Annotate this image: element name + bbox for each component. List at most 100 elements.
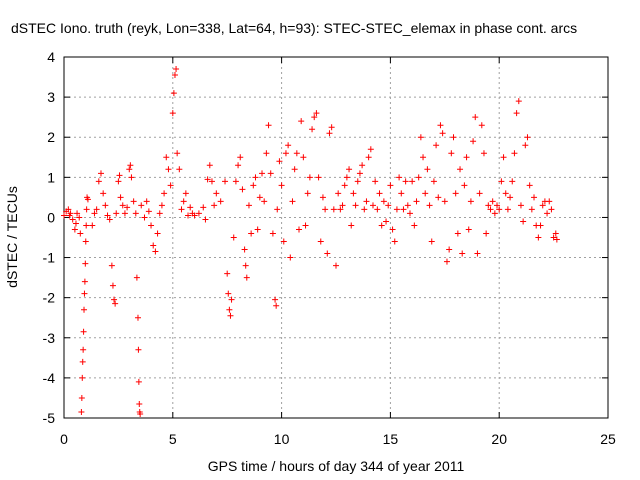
data-point bbox=[524, 134, 531, 141]
data-point bbox=[89, 222, 96, 229]
data-point bbox=[83, 222, 90, 229]
data-point bbox=[278, 182, 285, 189]
data-point bbox=[126, 166, 133, 173]
y-axis-label: dSTEC / TECUs bbox=[4, 186, 20, 288]
data-point bbox=[263, 150, 270, 157]
data-point bbox=[119, 202, 126, 209]
data-point bbox=[343, 174, 350, 181]
data-point bbox=[182, 190, 189, 197]
x-tick-label: 0 bbox=[60, 431, 68, 447]
data-point bbox=[378, 222, 385, 229]
data-point bbox=[252, 174, 259, 181]
data-point bbox=[409, 178, 416, 185]
grid bbox=[64, 57, 608, 418]
data-point bbox=[124, 204, 131, 211]
y-tick-label: 3 bbox=[47, 89, 55, 105]
y-tick-label: 1 bbox=[47, 169, 55, 185]
data-point bbox=[135, 378, 142, 385]
data-point bbox=[134, 314, 141, 321]
data-point bbox=[239, 186, 246, 193]
data-point bbox=[108, 262, 115, 269]
y-tick-label: -2 bbox=[43, 290, 56, 306]
data-point bbox=[448, 150, 455, 157]
data-point bbox=[180, 198, 187, 205]
data-point bbox=[282, 150, 289, 157]
data-point bbox=[237, 154, 244, 161]
data-point bbox=[346, 166, 353, 173]
data-point bbox=[102, 202, 109, 209]
data-point bbox=[389, 226, 396, 233]
data-point bbox=[315, 174, 322, 181]
data-point bbox=[546, 198, 553, 205]
data-point bbox=[450, 134, 457, 141]
data-point bbox=[335, 190, 342, 197]
data-point bbox=[502, 190, 509, 197]
data-point bbox=[121, 210, 128, 217]
data-point bbox=[269, 230, 276, 237]
data-point bbox=[211, 202, 218, 209]
data-point bbox=[91, 210, 98, 217]
data-point bbox=[106, 216, 113, 223]
x-tick-label: 5 bbox=[169, 431, 177, 447]
data-point bbox=[232, 178, 239, 185]
data-point bbox=[174, 150, 181, 157]
data-point bbox=[145, 208, 152, 215]
data-point bbox=[276, 158, 283, 165]
x-tick-label: 20 bbox=[491, 431, 507, 447]
y-tick-label: 0 bbox=[47, 209, 55, 225]
data-point bbox=[298, 118, 305, 125]
data-point bbox=[539, 202, 546, 209]
data-point bbox=[474, 250, 481, 257]
data-point bbox=[467, 198, 474, 205]
data-point bbox=[411, 222, 418, 229]
data-point bbox=[470, 138, 477, 145]
axis-ticks bbox=[63, 56, 609, 419]
data-point bbox=[309, 126, 316, 133]
data-point bbox=[465, 226, 472, 233]
data-point bbox=[152, 248, 159, 255]
data-point bbox=[65, 206, 72, 213]
data-point bbox=[61, 212, 67, 219]
data-point bbox=[82, 238, 89, 245]
data-point bbox=[385, 202, 392, 209]
data-point bbox=[478, 122, 485, 129]
data-point bbox=[517, 202, 524, 209]
data-point bbox=[228, 296, 235, 303]
data-point bbox=[300, 154, 307, 161]
data-point bbox=[552, 230, 559, 237]
data-point bbox=[176, 166, 183, 173]
data-point bbox=[80, 328, 87, 335]
data-point bbox=[372, 178, 379, 185]
data-point bbox=[71, 226, 78, 233]
data-point bbox=[82, 260, 89, 267]
data-point bbox=[293, 150, 300, 157]
data-point bbox=[333, 262, 339, 269]
data-point bbox=[77, 230, 84, 237]
data-point bbox=[459, 250, 466, 257]
data-point bbox=[415, 174, 422, 181]
data-point bbox=[248, 230, 255, 237]
data-point bbox=[494, 202, 501, 209]
data-point bbox=[128, 174, 135, 181]
data-point bbox=[361, 206, 368, 213]
data-point bbox=[256, 194, 263, 201]
data-points bbox=[61, 66, 560, 417]
data-point bbox=[515, 98, 522, 105]
data-point bbox=[163, 154, 170, 161]
data-point bbox=[81, 306, 88, 313]
data-point bbox=[117, 194, 124, 201]
data-point bbox=[226, 306, 233, 313]
data-point bbox=[531, 194, 538, 201]
data-point bbox=[272, 296, 279, 303]
y-tick-label: -5 bbox=[43, 410, 56, 426]
data-point bbox=[195, 210, 202, 217]
data-point bbox=[535, 234, 542, 241]
data-point bbox=[130, 198, 137, 205]
data-point bbox=[222, 178, 229, 185]
data-point bbox=[250, 182, 257, 189]
y-tick-label: 2 bbox=[47, 129, 55, 145]
data-point bbox=[206, 162, 213, 169]
data-point bbox=[522, 142, 529, 149]
data-point bbox=[413, 198, 420, 205]
data-point bbox=[113, 210, 120, 217]
